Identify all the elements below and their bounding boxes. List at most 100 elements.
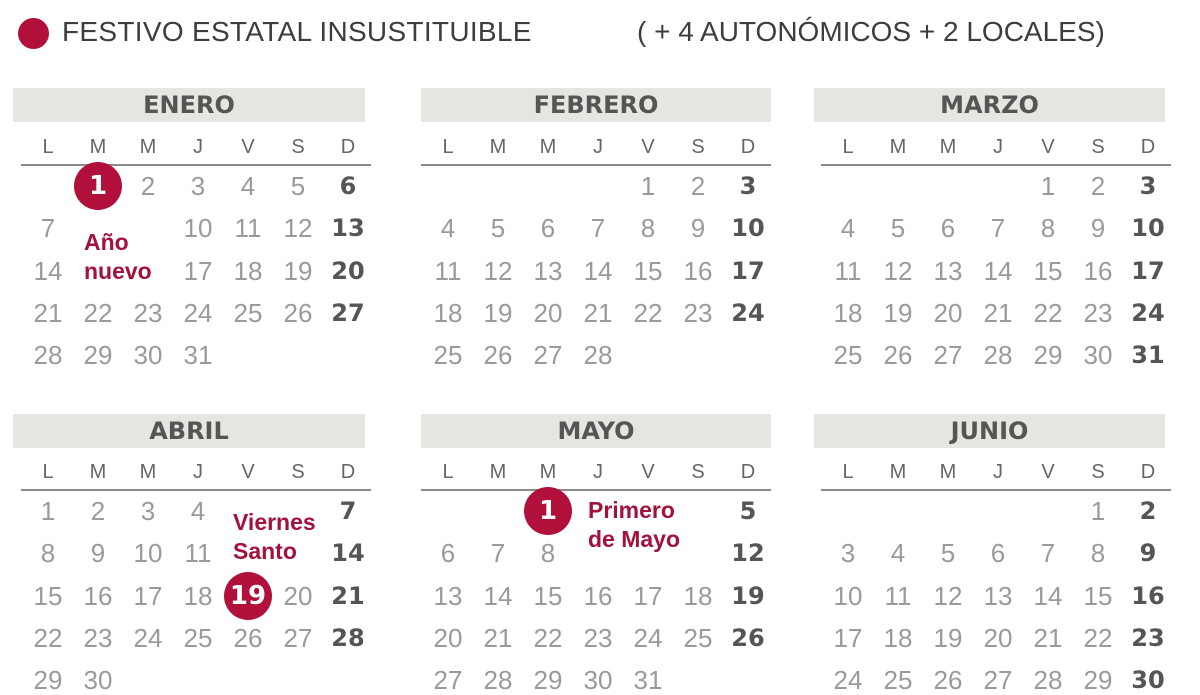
day-cell: 6 — [940, 213, 956, 244]
day-cell: 26 — [731, 623, 765, 652]
holiday-label: Año nuevo — [82, 228, 154, 286]
holiday-label-line: nuevo — [84, 258, 152, 284]
weekday-label: M — [539, 136, 557, 158]
day-cell: 21 — [483, 622, 513, 653]
day-cell: 9 — [1090, 213, 1106, 244]
day-cell: 3 — [1139, 172, 1157, 200]
day-cell: 5 — [890, 213, 906, 244]
weekday-rule — [821, 489, 1171, 491]
day-cell: 4 — [890, 538, 906, 569]
day-cell: 21 — [583, 297, 613, 328]
weekday-label: M — [939, 461, 957, 483]
weekday-rule — [21, 489, 371, 491]
day-cell: 1 — [1090, 496, 1106, 526]
day-cell: 5 — [739, 497, 757, 525]
weekday-label: M — [539, 461, 557, 483]
weekday-label: M — [89, 461, 107, 483]
day-cell: 10 — [731, 214, 765, 243]
day-cell: 7 — [1040, 538, 1056, 569]
weekday-label: V — [1041, 461, 1055, 483]
day-cell: 9 — [90, 538, 106, 569]
day-cell: 5 — [940, 538, 956, 569]
weekday-label: D — [740, 136, 756, 158]
day-cell: 25 — [183, 622, 213, 653]
day-cell: 5 — [490, 213, 506, 244]
day-cell: 8 — [1090, 538, 1106, 569]
day-cell: 27 — [933, 340, 963, 371]
day-cell: 20 — [933, 297, 963, 328]
day-cell: 22 — [33, 622, 63, 653]
day-cell: 26 — [933, 665, 963, 695]
day-cell: 12 — [483, 255, 513, 286]
day-cell: 12 — [883, 255, 913, 286]
day-cell: 21 — [331, 581, 365, 610]
weekday-label: L — [42, 136, 54, 158]
day-cell: 17 — [133, 580, 163, 611]
day-cell: 28 — [33, 340, 63, 371]
day-cell: 13 — [983, 580, 1013, 611]
day-cell: 28 — [483, 665, 513, 695]
day-cell: 4 — [190, 496, 206, 526]
day-cell: 27 — [983, 665, 1013, 695]
day-cell: 9 — [690, 213, 706, 244]
weekday-label: S — [691, 461, 705, 483]
weekday-label: V — [641, 461, 655, 483]
day-cell: 17 — [183, 255, 213, 286]
day-cell: 23 — [683, 297, 713, 328]
month-header: MAYO — [421, 414, 771, 448]
weekday-label: L — [442, 136, 454, 158]
day-cell: 23 — [1131, 623, 1165, 652]
weekday-label: S — [1091, 461, 1105, 483]
weekday-label: L — [42, 461, 54, 483]
day-cell: 31 — [633, 665, 663, 695]
day-cell: 3 — [739, 172, 757, 200]
holiday-label-line: Viernes — [233, 508, 316, 535]
day-cell: 27 — [533, 340, 563, 371]
day-cell: 7 — [339, 497, 357, 525]
day-cell: 29 — [83, 340, 113, 371]
day-cell: 14 — [331, 539, 365, 568]
day-cell: 14 — [33, 255, 63, 286]
weekday-label: D — [740, 461, 756, 483]
weekday-label: M — [889, 136, 907, 158]
day-cell: 19 — [883, 297, 913, 328]
day-cell: 29 — [33, 665, 63, 695]
weekday-label: J — [593, 136, 603, 158]
weekday-rule — [421, 489, 771, 491]
holiday-label-line: Año — [84, 229, 129, 255]
holiday-label: Primero de Mayo — [586, 496, 683, 554]
day-cell: 18 — [833, 297, 863, 328]
day-cell: 25 — [683, 622, 713, 653]
holiday-label-line: de Mayo — [588, 526, 681, 552]
day-cell: 26 — [283, 297, 313, 328]
day-cell: 14 — [1033, 580, 1063, 611]
day-cell: 22 — [533, 622, 563, 653]
weekday-label: S — [291, 136, 305, 158]
day-cell: 5 — [290, 171, 306, 201]
day-cell: 30 — [133, 340, 163, 371]
holiday-marker: 1 — [524, 487, 572, 535]
day-cell: 16 — [683, 255, 713, 286]
day-cell: 18 — [233, 255, 263, 286]
day-cell: 29 — [533, 665, 563, 695]
day-cell: 18 — [433, 297, 463, 328]
day-cell: 10 — [183, 213, 213, 244]
day-cell: 17 — [833, 622, 863, 653]
day-cell: 2 — [1139, 497, 1157, 525]
day-cell: 27 — [433, 665, 463, 695]
weekday-label: M — [139, 461, 157, 483]
day-cell: 20 — [433, 622, 463, 653]
day-cell: 21 — [1033, 622, 1063, 653]
weekday-label: M — [889, 461, 907, 483]
day-cell: 24 — [1131, 298, 1165, 327]
day-cell: 14 — [483, 580, 513, 611]
day-cell: 25 — [233, 297, 263, 328]
day-cell: 7 — [590, 213, 606, 244]
day-cell: 6 — [540, 213, 556, 244]
day-cell: 20 — [533, 297, 563, 328]
day-cell: 23 — [133, 297, 163, 328]
day-cell: 3 — [140, 496, 156, 526]
day-cell: 23 — [583, 622, 613, 653]
day-cell: 9 — [1139, 539, 1157, 568]
day-cell: 20 — [983, 622, 1013, 653]
